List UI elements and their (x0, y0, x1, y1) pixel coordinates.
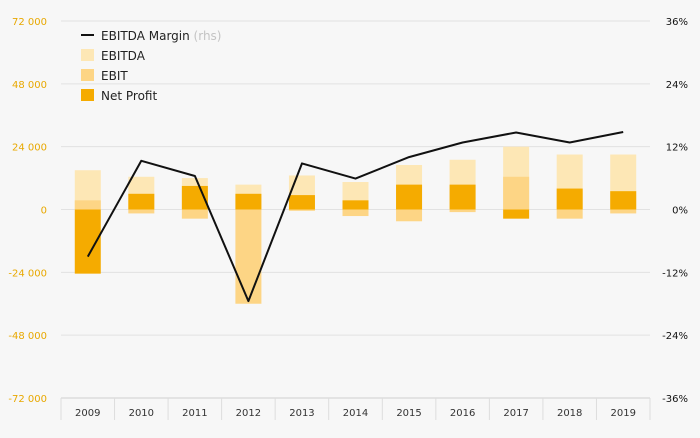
bar-net-profit (288, 195, 315, 210)
legend-label: EBITDA Margin (rhs) (101, 29, 222, 43)
y-right-tick-label: -36% (662, 394, 688, 405)
bar-ebit (128, 209, 155, 214)
x-tick-label: 2013 (289, 408, 314, 419)
bar-net-profit (396, 184, 423, 210)
bar-ebit (449, 209, 476, 213)
y-right-tick-label: -12% (662, 268, 688, 279)
y-left-tick-label: -72 000 (8, 394, 47, 405)
y-right-tick-label: 12% (666, 143, 688, 154)
y-left-tick-label: 48 000 (12, 80, 47, 91)
y-right-tick-label: 0% (672, 206, 688, 217)
bar-net-profit (235, 193, 262, 210)
y-left-tick-label: -48 000 (8, 331, 47, 342)
x-tick-label: 2016 (450, 408, 475, 419)
bar-ebit (396, 209, 423, 222)
x-tick-label: 2012 (236, 408, 261, 419)
y-left-tick-label: 72 000 (12, 17, 47, 28)
bar-net-profit (449, 184, 476, 210)
line-ebitda-margin (86, 131, 624, 303)
bar-ebit (342, 209, 369, 217)
legend-label: Net Profit (101, 89, 157, 103)
x-tick-label: 2009 (75, 408, 100, 419)
x-tick-label: 2014 (343, 408, 368, 419)
legend-label: EBITDA (101, 49, 146, 63)
x-tick-label: 2019 (611, 408, 636, 419)
bar-ebit (235, 209, 262, 304)
bar-net-profit (128, 193, 155, 210)
legend-marker-box (81, 69, 94, 81)
legend-marker-box (81, 89, 94, 101)
bar-ebit (74, 200, 101, 210)
y-left-tick-label: 0 (41, 206, 47, 217)
x-tick-label: 2017 (503, 408, 528, 419)
bar-ebit (610, 209, 637, 214)
y-left-tick-label: 24 000 (12, 143, 47, 154)
bar-ebit (181, 209, 208, 219)
legend-label: EBIT (101, 69, 128, 83)
y-right-tick-label: 36% (666, 17, 688, 28)
x-tick-label: 2018 (557, 408, 582, 419)
x-tick-label: 2010 (129, 408, 154, 419)
bar-net-profit (610, 191, 637, 210)
legend-suffix: (rhs) (190, 29, 222, 43)
x-tick-label: 2011 (182, 408, 207, 419)
bar-net-profit (556, 188, 583, 210)
bar-ebit (556, 209, 583, 219)
bar-net-profit (342, 200, 369, 210)
bar-ebit (288, 209, 315, 211)
legend-marker-box (81, 49, 94, 61)
y-right-tick-label: 24% (666, 80, 688, 91)
y-left-tick-label: -24 000 (8, 268, 47, 279)
bar-net-profit (503, 209, 530, 219)
bar-ebit (503, 176, 530, 210)
x-tick-label: 2015 (396, 408, 421, 419)
y-right-tick-label: -24% (662, 331, 688, 342)
